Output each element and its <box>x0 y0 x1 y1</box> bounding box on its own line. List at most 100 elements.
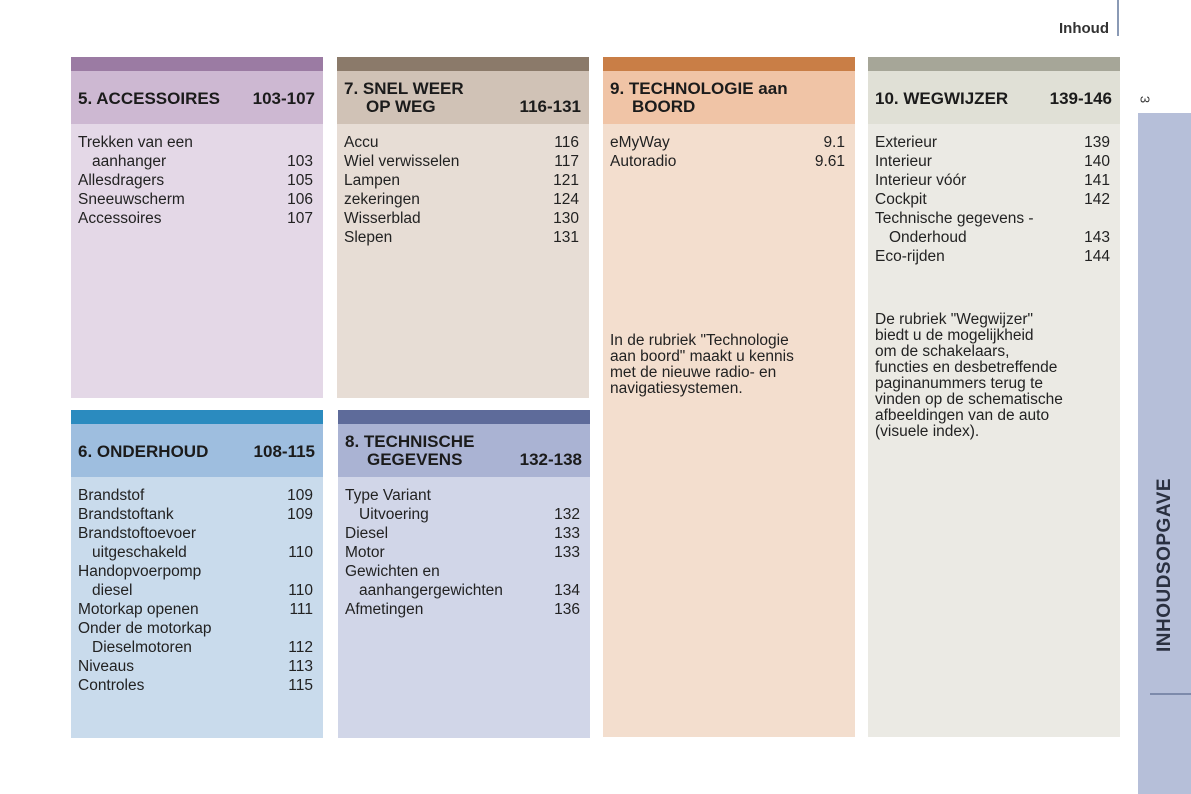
toc-entry[interactable]: Handopvoerpomp <box>78 562 313 581</box>
entry-label: diesel <box>92 582 133 599</box>
toc-entry[interactable]: Eco-rijden 144 <box>875 247 1110 266</box>
section-color-band <box>338 410 590 424</box>
entry-page: 142 <box>1084 191 1110 208</box>
entry-page: 136 <box>554 601 580 618</box>
entry-page: 124 <box>553 191 579 208</box>
description-line: functies en desbetreffende <box>875 359 1058 376</box>
toc-entry[interactable]: Afmetingen 136 <box>345 600 580 619</box>
toc-entry[interactable]: Diesel 133 <box>345 524 580 543</box>
toc-entry[interactable]: Accessoires 107 <box>78 209 313 228</box>
section-technologie-aan-boord: 9. TECHNOLOGIE aan BOORD eMyWay 9.1 Autor… <box>603 57 855 737</box>
section-entries: Exterieur 139 Interieur 140 Interieur vóór… <box>868 124 1120 266</box>
toc-entry[interactable]: Motor 133 <box>345 543 580 562</box>
entry-label: Brandstof <box>78 487 145 504</box>
toc-entry[interactable]: zekeringen 124 <box>344 190 579 209</box>
toc-entry[interactable]: Exterieur 139 <box>875 133 1110 152</box>
toc-entry[interactable]: Accu 116 <box>344 133 579 152</box>
toc-entry[interactable]: Motorkap openen 111 <box>78 600 313 619</box>
toc-entry[interactable]: Gewichten en <box>345 562 580 581</box>
entry-page: 117 <box>554 153 579 170</box>
section-color-band <box>71 410 323 424</box>
toc-entry[interactable]: Dieselmotoren 112 <box>78 638 313 657</box>
toc-entry[interactable]: Brandstoftank 109 <box>78 505 313 524</box>
page-header-title: Inhoud <box>1059 20 1109 37</box>
toc-entry[interactable]: aanhanger 103 <box>78 152 313 171</box>
entry-label: Allesdragers <box>78 172 165 189</box>
toc-entry[interactable]: Onderhoud 143 <box>875 228 1110 247</box>
entry-label: zekeringen <box>344 191 420 208</box>
section-title: 5. ACCESSOIRES <box>78 89 221 108</box>
entry-page: 133 <box>554 544 580 561</box>
section-title-line1: 8. TECHNISCHE <box>345 432 475 451</box>
toc-entry[interactable]: Slepen 131 <box>344 228 579 247</box>
entry-page: 121 <box>553 172 579 189</box>
toc-entry[interactable]: Onder de motorkap <box>78 619 313 638</box>
entry-label: Onder de motorkap <box>78 620 212 637</box>
section-title-line1: 9. TECHNOLOGIE aan <box>610 79 788 98</box>
toc-entry[interactable]: Lampen 121 <box>344 171 579 190</box>
toc-entry[interactable]: Allesdragers 105 <box>78 171 313 190</box>
entry-label: Diesel <box>345 525 389 542</box>
entry-label: Controles <box>78 677 145 694</box>
section-title-line2: BOORD <box>632 97 696 116</box>
chapter-side-tab-label: INHOUDSOPGAVE <box>1154 477 1176 653</box>
entry-label: eMyWay <box>610 134 670 151</box>
section-title: 9. TECHNOLOGIE aan BOORD <box>610 80 788 116</box>
section-title-line1: 7. SNEL WEER <box>344 79 464 98</box>
entry-page: 144 <box>1084 248 1110 265</box>
section-page-range: 132-138 <box>519 450 582 469</box>
chapter-side-tab <box>1138 113 1191 794</box>
description-line: (visuele index). <box>875 423 980 440</box>
entry-page: 105 <box>287 172 313 189</box>
toc-entry[interactable]: Interieur vóór 141 <box>875 171 1110 190</box>
entry-page <box>283 619 313 638</box>
section-title-line2: GEGEVENS <box>367 450 463 469</box>
toc-entry[interactable]: Niveaus 113 <box>78 657 313 676</box>
description-line: om de schakelaars, <box>875 343 1010 360</box>
entry-page: 109 <box>287 487 313 504</box>
chapter-side-tab-label-box: INHOUDSOPGAVE <box>1141 425 1189 705</box>
toc-entry[interactable]: Sneeuwscherm 106 <box>78 190 313 209</box>
entry-label: Motor <box>345 544 385 561</box>
toc-entry[interactable]: diesel 110 <box>78 581 313 600</box>
section-wegwijzer: 10. WEGWIJZER 139-146 Exterieur 139 Inter… <box>868 57 1120 737</box>
toc-entry[interactable]: Wiel verwisselen 117 <box>344 152 579 171</box>
toc-entry[interactable]: Interieur 140 <box>875 152 1110 171</box>
section-page-range: 139-146 <box>1049 89 1112 108</box>
toc-entry[interactable]: Wisserblad 130 <box>344 209 579 228</box>
entry-label: Accu <box>344 134 379 151</box>
entry-label: Motorkap openen <box>78 601 199 618</box>
entry-label: Niveaus <box>78 658 134 675</box>
entry-label: Dieselmotoren <box>92 639 192 656</box>
toc-entry[interactable]: Brandstoftoevoer <box>78 524 313 543</box>
description-line: aan boord" maakt u kennis <box>610 348 794 365</box>
entry-page: 131 <box>553 229 579 246</box>
description-line: In de rubriek "Technologie <box>610 332 789 349</box>
toc-entry[interactable]: Brandstof 109 <box>78 486 313 505</box>
toc-entry[interactable]: Controles 115 <box>78 676 313 695</box>
toc-entry[interactable]: Uitvoering 132 <box>345 505 580 524</box>
toc-entry[interactable]: Autoradio 9.61 <box>610 152 845 171</box>
entry-page <box>283 524 313 543</box>
entry-page: 106 <box>287 191 313 208</box>
entry-page: 112 <box>288 639 313 656</box>
toc-entry[interactable]: aanhangergewichten 134 <box>345 581 580 600</box>
entry-page: 113 <box>288 658 313 675</box>
toc-entry[interactable]: eMyWay 9.1 <box>610 133 845 152</box>
toc-entry[interactable]: uitgeschakeld 110 <box>78 543 313 562</box>
toc-entry[interactable]: Trekken van een <box>78 133 313 152</box>
entry-page: 130 <box>553 210 579 227</box>
description-line: biedt u de mogelijkheid <box>875 327 1034 344</box>
toc-entry[interactable]: Technische gegevens - <box>875 209 1110 228</box>
section-title: 8. TECHNISCHE GEGEVENS <box>345 433 474 469</box>
entry-label: Trekken van een <box>78 134 193 151</box>
section-entries: Brandstof 109 Brandstoftank 109 Brandstoft… <box>71 477 323 738</box>
entry-page: 140 <box>1084 153 1110 170</box>
toc-entry[interactable]: Cockpit 142 <box>875 190 1110 209</box>
entry-page <box>550 562 580 581</box>
entry-page: 141 <box>1084 172 1110 189</box>
toc-entry[interactable]: Type Variant <box>345 486 580 505</box>
entry-label: aanhanger <box>92 153 167 170</box>
entry-label: Slepen <box>344 229 393 246</box>
entry-label: Gewichten en <box>345 563 440 580</box>
